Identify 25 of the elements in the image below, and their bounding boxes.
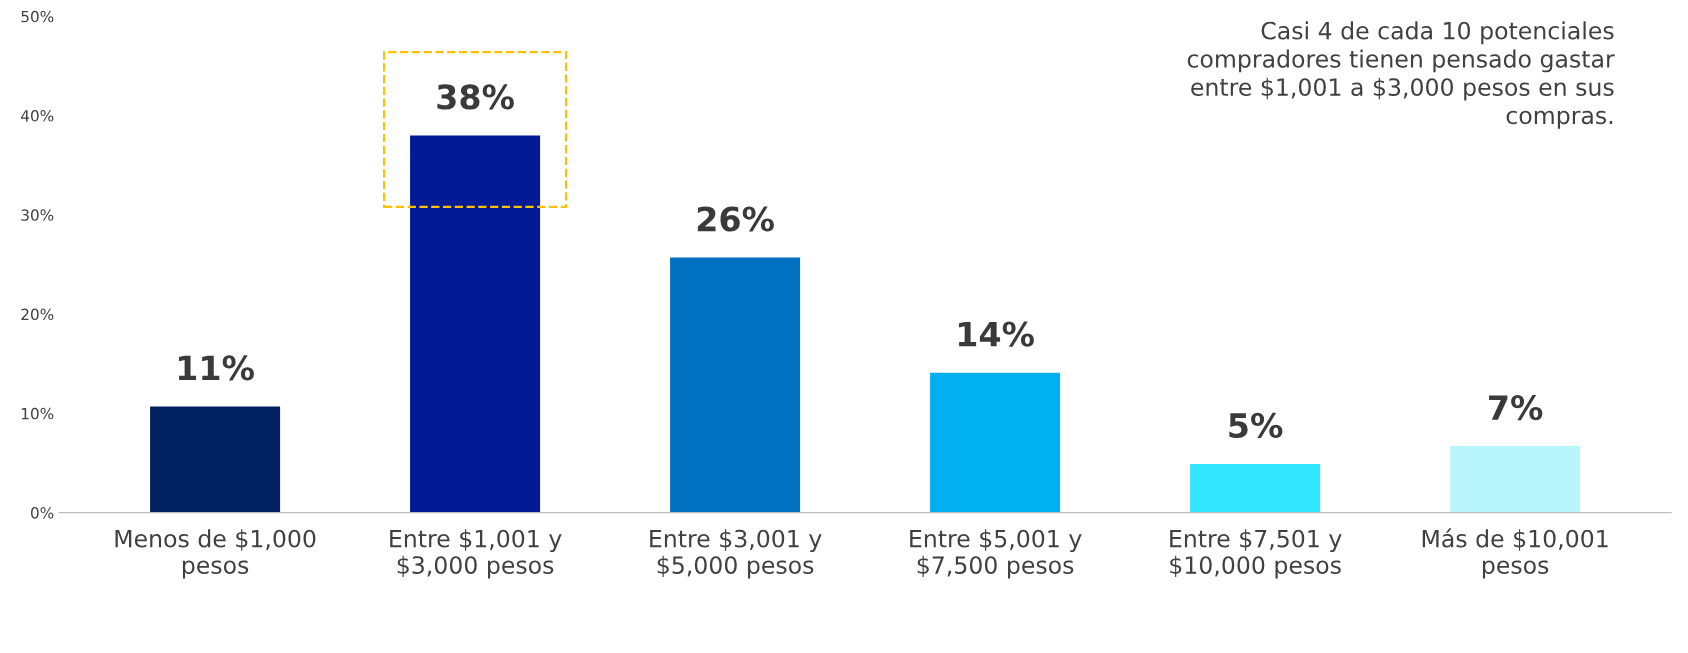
bar [670, 257, 801, 513]
bar [150, 406, 281, 513]
x-tick-label: Entre $1,001 y $3,000 pesos [390, 529, 562, 579]
annotation: Casi 4 de cada 10 potenciales compradores tienen pensado gastar entre $1,001 a $3,000 pesos en sus compras. [1187, 21, 1615, 129]
data-label: 14% [958, 321, 1034, 347]
bar [1450, 446, 1581, 513]
y-tick-label: 40% [21, 110, 54, 122]
x-tick-label: Entre $3,001 y $5,000 pesos [650, 529, 822, 579]
data-label: 5% [1229, 412, 1283, 439]
data-label: 26% [697, 206, 774, 232]
bar [930, 372, 1061, 513]
x-tick-label: Menos de $1,000 pesos [115, 529, 316, 579]
bar [1190, 463, 1321, 513]
bar [410, 135, 541, 513]
data-label: 38% [437, 84, 514, 110]
y-tick-label: 30% [21, 209, 54, 221]
data-label: 11% [178, 355, 254, 381]
x-tick-label: Más de $10,001 pesos [1422, 528, 1608, 579]
y-tick-label: 10% [21, 407, 54, 420]
y-tick-label: 0% [30, 507, 54, 519]
x-tick-label: Entre $7,501 y $10,000 pesos [1170, 529, 1342, 579]
data-label: 7% [1489, 394, 1543, 421]
y-tick-label: 20% [21, 308, 54, 321]
y-tick-label: 50% [21, 10, 54, 23]
x-tick-label: Entre $5,001 y $7,500 pesos [910, 529, 1082, 579]
